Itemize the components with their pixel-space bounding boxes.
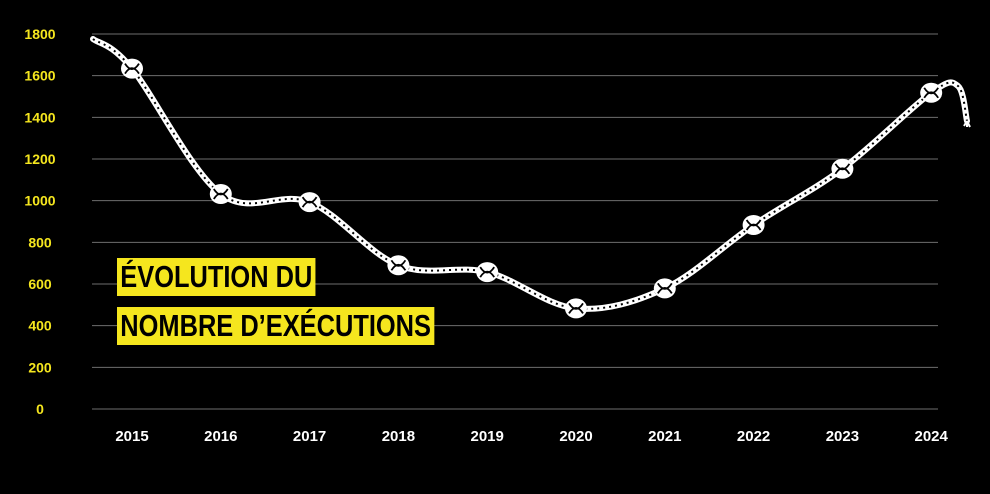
knot-marker [298, 192, 321, 213]
knot-marker [831, 158, 854, 179]
x-tick-label: 2016 [204, 428, 237, 445]
y-tick-label: 1200 [24, 151, 55, 167]
knot-loop [213, 188, 229, 200]
x-tick-label: 2017 [293, 428, 326, 445]
x-tick-label: 2019 [471, 428, 504, 445]
y-tick-label: 600 [28, 276, 52, 292]
knot-marker [121, 58, 143, 79]
x-tick-label: 2023 [826, 428, 859, 445]
knot-marker [209, 184, 232, 204]
knot-markers [121, 58, 943, 319]
knot-marker [565, 298, 587, 319]
x-tick-label: 2018 [382, 428, 415, 445]
knot-loop [390, 259, 407, 271]
y-tick-label: 1400 [24, 109, 55, 125]
chart-title-line-1: ÉVOLUTION DU [117, 258, 316, 296]
knot-marker [476, 262, 499, 283]
chart-title-line-2: NOMBRE D’EXÉCUTIONS [117, 307, 435, 345]
y-tick-label: 1800 [24, 26, 55, 42]
knot-marker [742, 215, 765, 235]
x-tick-label: 2022 [737, 428, 770, 445]
x-tick-label: 2024 [915, 428, 949, 445]
y-tick-label: 1600 [24, 68, 55, 84]
y-tick-label: 0 [36, 401, 44, 417]
knot-loop [923, 87, 939, 99]
knot-loop [834, 163, 851, 175]
x-axis: 2015 2016 2017 2018 2019 2020 2021 2022 2023 2024 [115, 428, 948, 445]
rope-end [963, 120, 971, 128]
y-tick-label: 800 [28, 234, 52, 250]
knot-loop [568, 302, 584, 314]
y-tick-label: 200 [28, 359, 52, 375]
knot-loop [479, 266, 495, 278]
y-tick-label: 400 [28, 318, 52, 334]
y-axis: 0 200 400 600 800 1000 1200 1400 1600 1800 [24, 26, 55, 417]
knot-loop [657, 282, 673, 294]
knot-marker [653, 278, 676, 299]
knot-marker [387, 255, 410, 276]
x-tick-label: 2015 [115, 428, 148, 445]
knot-loop [301, 196, 318, 208]
gridlines [92, 33, 938, 410]
knot-loop [745, 219, 762, 231]
knot-loop [124, 63, 140, 75]
y-tick-label: 1000 [24, 193, 55, 209]
x-tick-label: 2021 [648, 428, 681, 445]
x-tick-label: 2020 [559, 428, 592, 445]
knot-marker [920, 82, 943, 103]
rope-twist [92, 38, 968, 310]
